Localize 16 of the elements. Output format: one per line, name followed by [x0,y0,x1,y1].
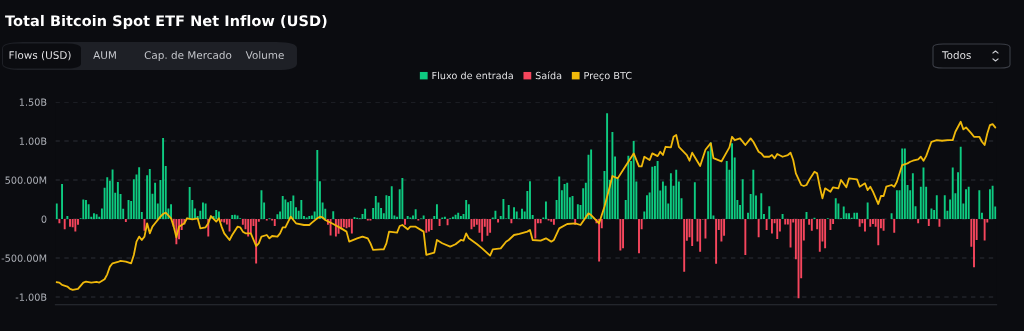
text: Todos [941,50,971,60]
y-tick-label: 1.00B [19,137,47,145]
chart-title: Total Bitcoin Spot ETF Net Inflow (USD) [5,14,327,30]
text: AUM [93,51,116,60]
legend-label: Preço BTC [584,71,632,81]
legend-label: Saída [535,71,562,80]
y-tick-label: -500.00M [1,254,47,262]
text: Cap. de Mercado [144,50,232,62]
text: Flows (USD) [9,50,71,61]
y-tick-label: 0 [41,215,47,223]
line-series [55,120,997,291]
y-tick-label: 500.00M [5,176,47,184]
legend-label: Fluxo de entrada [432,71,513,80]
text: Volume [245,50,284,60]
y-tick-label: 1.50B [19,98,47,106]
y-tick-label: -1.00B [15,293,47,301]
